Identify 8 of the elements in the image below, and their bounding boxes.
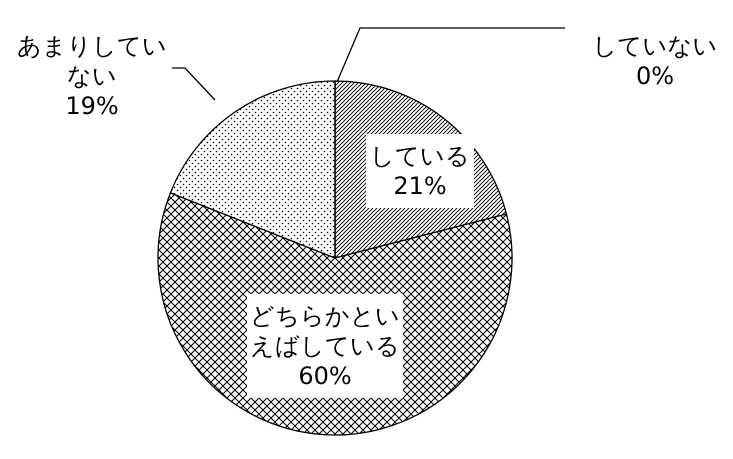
data-label: 19% [65,92,119,120]
text: 0% [636,62,674,90]
slice-label: どちらかといえばしている [250,302,400,360]
slice-label: あまりしていない [17,32,167,90]
slice-label: している [370,142,470,170]
data-label: 60% [298,362,352,390]
data-label: 21% [393,172,447,200]
category-label: していない [592,32,718,60]
